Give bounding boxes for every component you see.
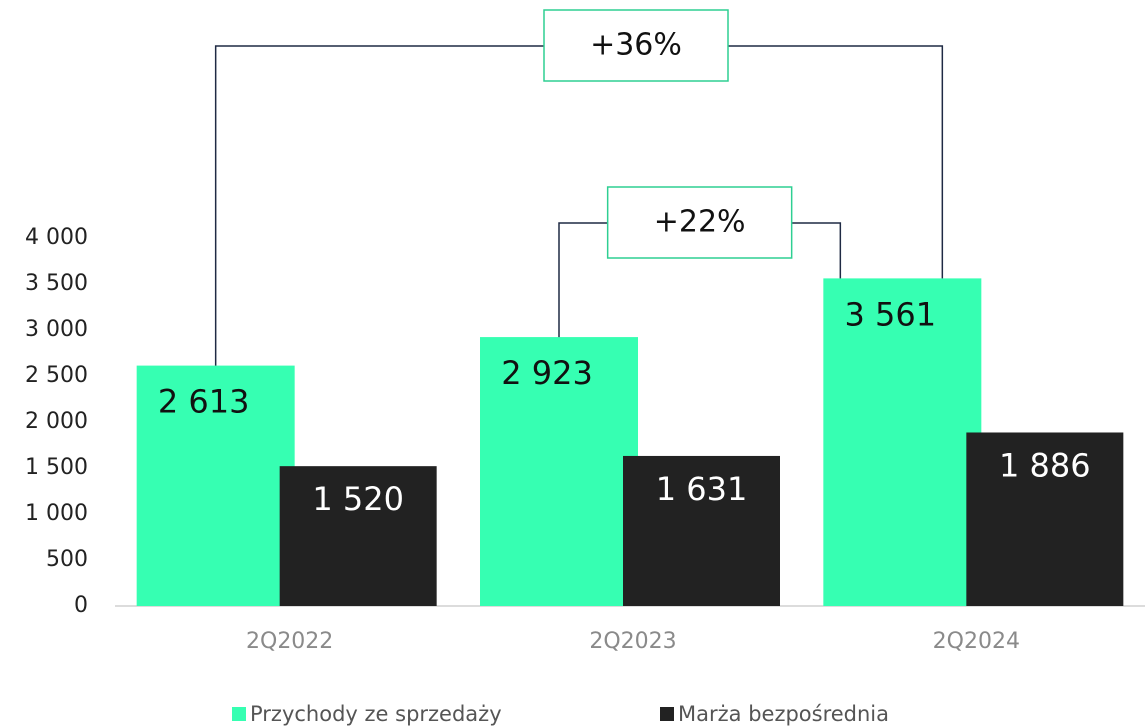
bar bbox=[623, 455, 780, 606]
legend-label: Przychody ze sprzedaży bbox=[250, 702, 502, 726]
y-tick-label: 3 000 bbox=[25, 317, 88, 342]
annotation-box bbox=[606, 186, 793, 259]
bar bbox=[823, 278, 982, 606]
annotation-line bbox=[791, 222, 842, 279]
y-tick-label: 2 000 bbox=[25, 409, 88, 434]
annotation-line bbox=[214, 45, 544, 366]
y-tick-label: 0 bbox=[74, 593, 88, 618]
legend-swatch bbox=[660, 707, 674, 721]
y-tick-label: 1 500 bbox=[25, 455, 88, 480]
data-label: 2 613 bbox=[158, 383, 250, 421]
legend-swatch bbox=[232, 707, 246, 721]
data-label: 1 886 bbox=[999, 446, 1091, 484]
bar bbox=[279, 466, 437, 606]
bar bbox=[480, 337, 638, 606]
data-label: 1 631 bbox=[656, 470, 748, 508]
y-tick-label: 500 bbox=[46, 547, 88, 572]
y-tick-label: 2 500 bbox=[25, 363, 88, 388]
annotation-text: +36% bbox=[590, 28, 682, 63]
annotation-box bbox=[543, 9, 729, 82]
bar bbox=[136, 365, 295, 606]
data-label: 3 561 bbox=[845, 295, 937, 333]
x-tick-label: 2Q2024 bbox=[933, 629, 1020, 654]
data-label: 2 923 bbox=[501, 354, 593, 392]
data-label: 1 520 bbox=[312, 480, 404, 518]
annotation-line bbox=[728, 45, 944, 279]
y-tick-label: 3 500 bbox=[25, 271, 88, 296]
legend-label: Marża bezpośrednia bbox=[678, 702, 889, 726]
y-tick-label: 1 000 bbox=[25, 501, 88, 526]
annotation-text: +22% bbox=[654, 205, 746, 240]
x-tick-label: 2Q2022 bbox=[246, 629, 333, 654]
x-tick-label: 2Q2023 bbox=[589, 629, 676, 654]
y-tick-label: 4 000 bbox=[25, 225, 88, 250]
bar bbox=[966, 432, 1124, 606]
annotation-line bbox=[558, 222, 608, 338]
